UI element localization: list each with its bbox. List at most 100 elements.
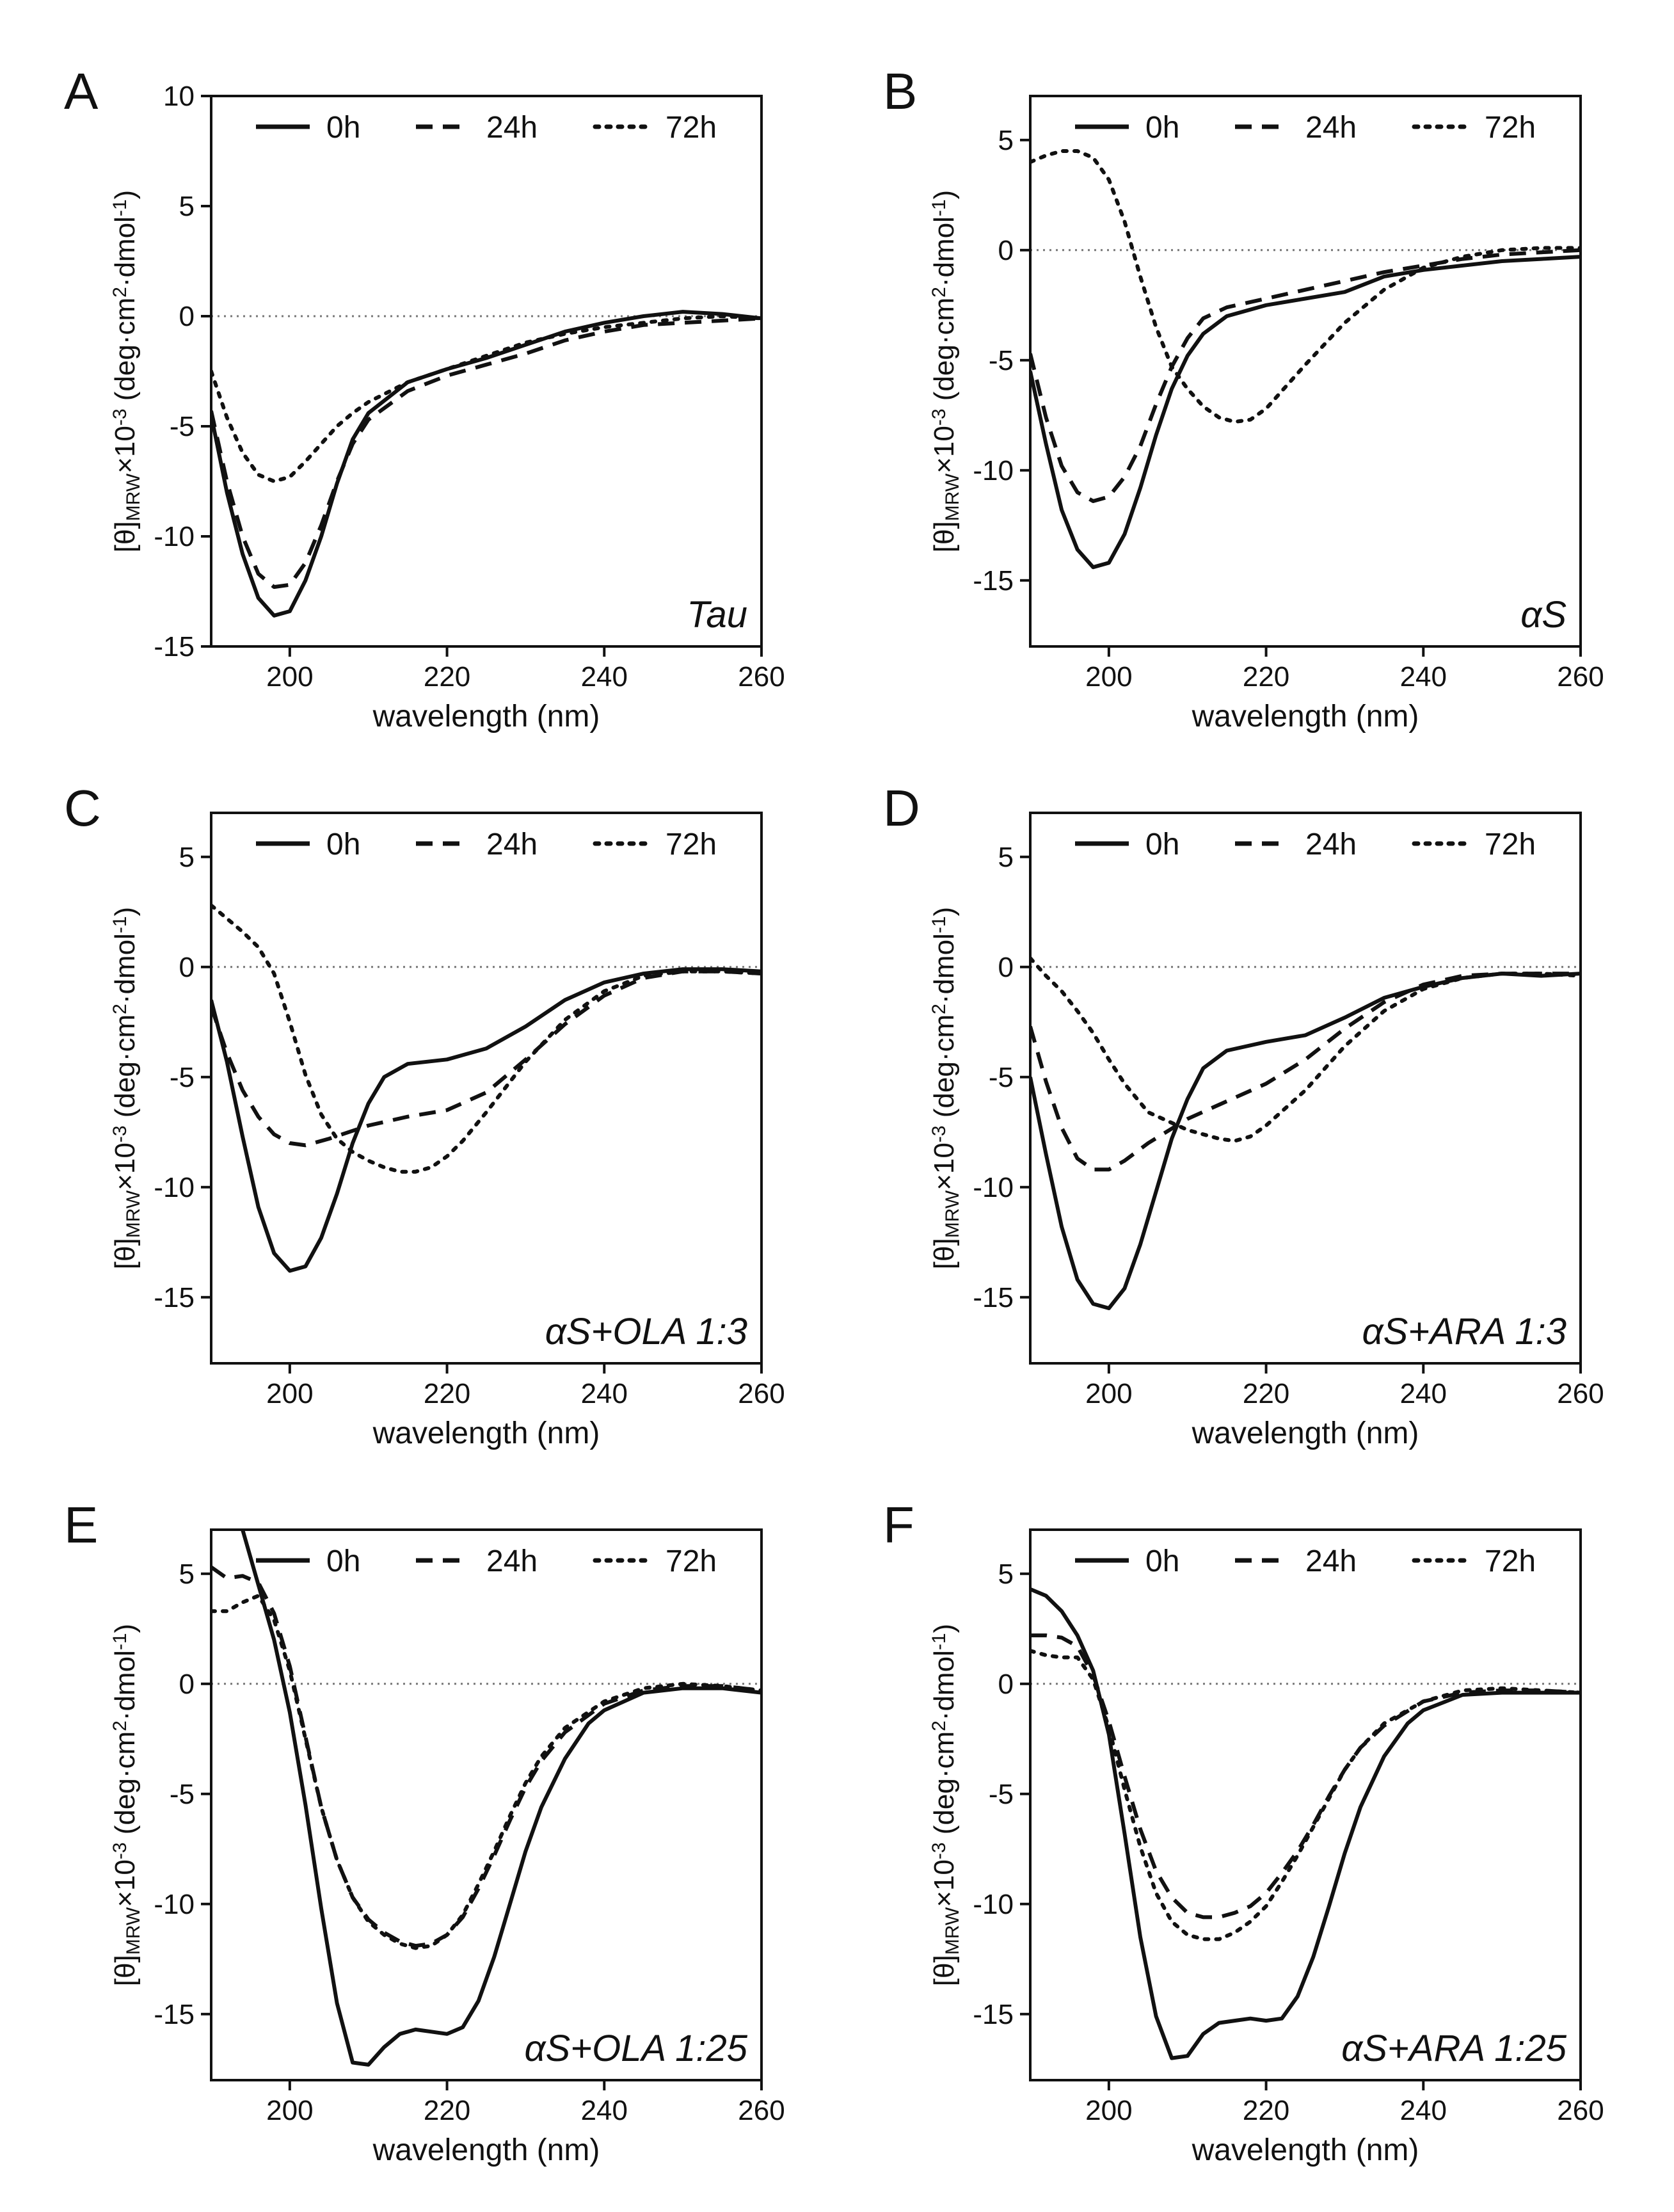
legend-72h-label: 72h (1485, 111, 1536, 145)
y-axis-title: [θ]MRW×10-3 (deg·cm2·dmol-1) (929, 1624, 964, 1986)
y-tick-label: -10 (973, 1889, 1014, 1920)
panel-letter: B (883, 63, 917, 120)
x-axis-title: wavelength (nm) (372, 700, 600, 733)
series-24h-line (211, 316, 761, 589)
plot-frame (210, 95, 763, 648)
sample-label: αS+ARA 1:25 (1341, 2028, 1566, 2069)
series-72h-line (211, 903, 761, 1174)
y-tick-label: -10 (154, 521, 195, 552)
legend-72h-label: 72h (666, 1544, 717, 1578)
series-24h-line (1030, 972, 1581, 1172)
panel-letter: A (64, 63, 99, 120)
panel-letter: E (64, 1496, 98, 1553)
series-0h-line (1030, 255, 1581, 570)
legend-0h-label: 0h (1145, 111, 1179, 145)
x-tick-label: 220 (424, 2095, 470, 2126)
x-axis-title: wavelength (nm) (1192, 1416, 1419, 1450)
series-24h-line (211, 969, 761, 1148)
legend-0h-label: 0h (1145, 1544, 1179, 1578)
x-axis-title: wavelength (nm) (1192, 2133, 1419, 2167)
y-tick-label: 10 (163, 81, 195, 112)
x-axis-title: wavelength (nm) (372, 2133, 600, 2167)
y-axis-title: [θ]MRW×10-3 (deg·cm2·dmol-1) (929, 190, 964, 552)
sample-label: αS+ARA 1:3 (1362, 1311, 1566, 1352)
x-tick-label: 240 (581, 661, 628, 693)
y-tick-label: -15 (154, 1282, 195, 1313)
x-tick-label: 240 (581, 1378, 628, 1409)
plot-frame (1029, 1528, 1582, 2081)
x-tick-label: 220 (1243, 2095, 1289, 2126)
x-tick-label: 240 (1400, 1378, 1447, 1409)
y-tick-label: 5 (179, 842, 195, 873)
y-tick-label: -5 (989, 1062, 1014, 1093)
x-tick-label: 200 (1085, 661, 1132, 693)
panel-D: D 200 220 240 260 -15 -10 -5 0 5 wavelength (nm) [θ… (883, 780, 1604, 1450)
legend-0h-label: 0h (1145, 828, 1179, 862)
plot-frame (1029, 812, 1582, 1365)
y-tick-label: 0 (179, 952, 195, 983)
x-tick-label: 220 (424, 1378, 470, 1409)
plot-frame (210, 812, 763, 1365)
series-24h-line (1030, 248, 1581, 503)
y-axis-title: [θ]MRW×10-3 (deg·cm2·dmol-1) (109, 907, 145, 1269)
x-axis-title: wavelength (nm) (372, 1416, 600, 1450)
legend-72h-label: 72h (666, 828, 717, 862)
sample-label: αS+OLA 1:25 (524, 2028, 747, 2069)
series-0h-line (1030, 1587, 1581, 2060)
panel-E: E 200 220 240 260 -15 -10 -5 0 5 wavelength (nm) [θ… (64, 1496, 785, 2167)
legend-24h-label: 24h (486, 828, 538, 862)
panel-C: C 200 220 240 260 -15 -10 -5 0 5 wavelength (nm) [θ… (64, 780, 785, 1450)
x-tick-label: 200 (266, 2095, 313, 2126)
y-tick-label: -10 (973, 1172, 1014, 1203)
y-axis-title: [θ]MRW×10-3 (deg·cm2·dmol-1) (109, 190, 145, 552)
y-tick-label: -15 (154, 631, 195, 662)
series-72h-line (1030, 956, 1581, 1143)
series-0h-line (1030, 972, 1581, 1310)
y-tick-label: -15 (973, 1282, 1014, 1313)
y-tick-label: -5 (170, 411, 195, 442)
x-tick-label: 200 (1085, 1378, 1132, 1409)
panel-letter: D (883, 780, 920, 837)
y-tick-label: -10 (973, 455, 1014, 486)
x-tick-label: 220 (424, 661, 470, 693)
x-tick-label: 200 (266, 661, 313, 693)
series-72h-line (1030, 149, 1581, 424)
legend-0h-label: 0h (326, 1544, 360, 1578)
legend-24h-label: 24h (1305, 111, 1357, 145)
y-tick-label: 5 (998, 125, 1014, 156)
series-0h-line (211, 967, 761, 1273)
x-tick-label: 260 (1557, 661, 1604, 693)
y-tick-label: -5 (989, 1779, 1014, 1810)
x-axis-title: wavelength (nm) (1192, 700, 1419, 733)
x-tick-label: 240 (1400, 661, 1447, 693)
y-tick-label: 0 (179, 1669, 195, 1700)
sample-label: Tau (687, 594, 747, 636)
series-24h-line (1030, 1633, 1581, 1919)
y-tick-label: 5 (179, 191, 195, 222)
y-tick-label: 5 (998, 1559, 1014, 1590)
legend-24h-label: 24h (486, 111, 538, 145)
sample-label: αS+OLA 1:3 (545, 1311, 747, 1352)
x-tick-label: 260 (1557, 1378, 1604, 1409)
y-tick-label: -15 (154, 1999, 195, 2030)
legend-72h-label: 72h (1485, 828, 1536, 862)
legend-24h-label: 24h (1305, 1544, 1357, 1578)
y-tick-label: 0 (998, 952, 1014, 983)
sample-label: αS (1520, 594, 1566, 636)
legend-0h-label: 0h (326, 828, 360, 862)
series-72h-line (1030, 1649, 1581, 1941)
x-tick-label: 260 (738, 1378, 785, 1409)
y-tick-label: -5 (989, 345, 1014, 376)
y-tick-label: 5 (998, 842, 1014, 873)
x-tick-label: 260 (738, 661, 785, 693)
legend-0h-label: 0h (326, 111, 360, 145)
y-tick-label: -5 (170, 1062, 195, 1093)
legend-24h-label: 24h (486, 1544, 538, 1578)
y-tick-label: 0 (179, 301, 195, 332)
y-tick-label: 0 (998, 1669, 1014, 1700)
legend-72h-label: 72h (1485, 1544, 1536, 1578)
panel-letter: C (64, 780, 101, 837)
y-tick-label: -10 (154, 1889, 195, 1920)
x-tick-label: 260 (1557, 2095, 1604, 2126)
